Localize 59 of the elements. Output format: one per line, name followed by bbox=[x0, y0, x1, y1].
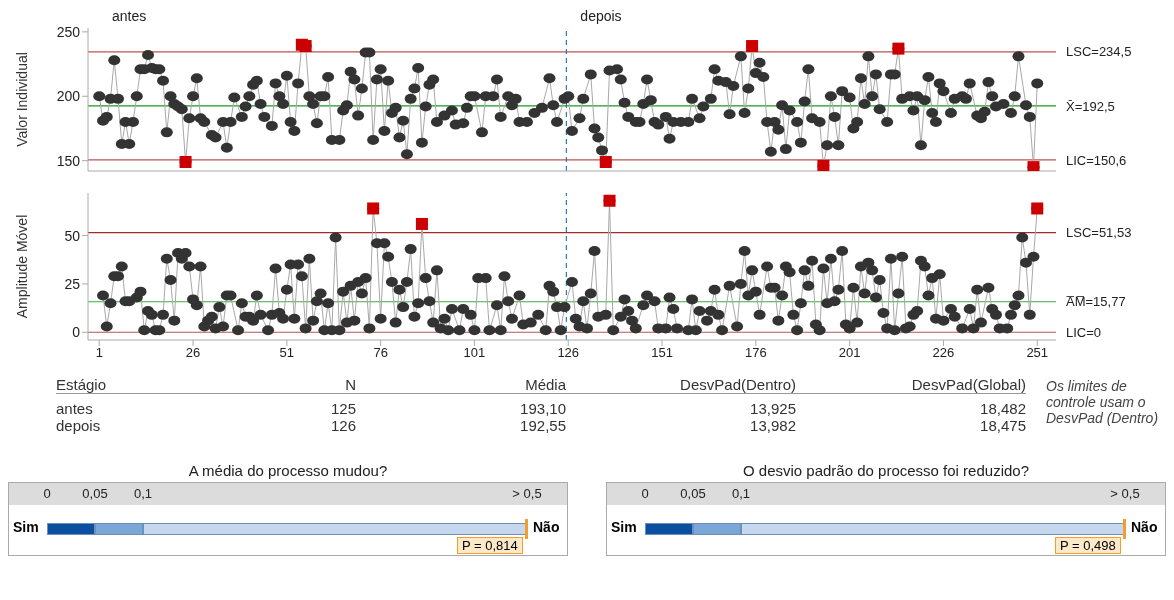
text: 0,05 bbox=[680, 486, 706, 501]
text: P = 0,814 bbox=[457, 537, 523, 554]
text: 192,55 bbox=[519, 417, 566, 434]
x-tick-label: 76 bbox=[373, 345, 388, 361]
text: 0 bbox=[43, 486, 51, 501]
text: A média do processo mudou? bbox=[187, 462, 389, 481]
ref-line-label: LIC=150,6 bbox=[1066, 152, 1127, 168]
text: O desvio padrão do processo foi reduzido? bbox=[742, 462, 1030, 481]
text: P = 0,498 bbox=[1055, 537, 1121, 554]
text: depois bbox=[56, 417, 102, 434]
text: antes bbox=[112, 8, 147, 24]
x-tick-label: 26 bbox=[185, 345, 201, 361]
text: 193,10 bbox=[519, 400, 566, 417]
x-tick-label: 151 bbox=[651, 345, 673, 361]
ref-line-label: LIC=0 bbox=[1066, 324, 1102, 340]
x-tick-label: 176 bbox=[744, 345, 767, 361]
x-tick-label: 1 bbox=[95, 345, 103, 361]
text: 0,05 bbox=[82, 486, 108, 501]
y-tick-label: 25 bbox=[64, 275, 81, 292]
text: 0,1 bbox=[133, 486, 153, 501]
text: 18,475 bbox=[979, 417, 1026, 434]
y-tick-label: 250 bbox=[56, 23, 81, 40]
text: antes bbox=[56, 400, 94, 417]
text: 13,982 bbox=[749, 417, 796, 434]
text: Sim bbox=[13, 519, 39, 535]
y-axis-title: Valor Individual bbox=[13, 52, 30, 147]
x-tick-label: 101 bbox=[463, 345, 486, 361]
text: Não bbox=[1131, 519, 1158, 535]
ref-line-label: A̅M̅=15,77 bbox=[1066, 294, 1126, 310]
y-tick-label: 200 bbox=[56, 88, 81, 105]
ref-line-label: LSC=234,5 bbox=[1066, 44, 1132, 60]
text: Sim bbox=[611, 519, 637, 535]
text: Os limites de controle usam o DesvPad (Dentro) bbox=[1046, 378, 1160, 428]
text: 18,482 bbox=[979, 400, 1026, 417]
text: Não bbox=[533, 519, 560, 535]
ref-line-label: LSC=51,53 bbox=[1066, 225, 1132, 241]
text: N bbox=[344, 376, 356, 393]
text: 13,925 bbox=[749, 400, 796, 417]
text: 125 bbox=[329, 400, 356, 417]
text: > 0,5 bbox=[512, 486, 542, 501]
x-tick-label: 226 bbox=[932, 345, 955, 361]
text: Estágio bbox=[56, 376, 108, 393]
x-tick-label: 126 bbox=[557, 345, 580, 361]
text: depois bbox=[580, 8, 622, 24]
ref-line-label: X̄=192,5 bbox=[1066, 98, 1115, 114]
text: Média bbox=[524, 376, 566, 393]
text: DesvPad(Global) bbox=[910, 376, 1026, 393]
text: > 0,5 bbox=[1110, 486, 1140, 501]
x-tick-label: 201 bbox=[838, 345, 861, 361]
y-axis-title: Amplitude Móvel bbox=[13, 214, 30, 319]
text: 0,1 bbox=[731, 486, 751, 501]
text: 0 bbox=[641, 486, 649, 501]
x-tick-label: 251 bbox=[1026, 345, 1049, 361]
y-tick-label: 150 bbox=[56, 152, 81, 169]
y-tick-label: 50 bbox=[64, 227, 81, 244]
text: 126 bbox=[329, 417, 356, 434]
text: DesvPad(Dentro) bbox=[679, 376, 796, 393]
y-tick-label: 0 bbox=[72, 324, 81, 341]
x-tick-label: 51 bbox=[279, 345, 295, 361]
